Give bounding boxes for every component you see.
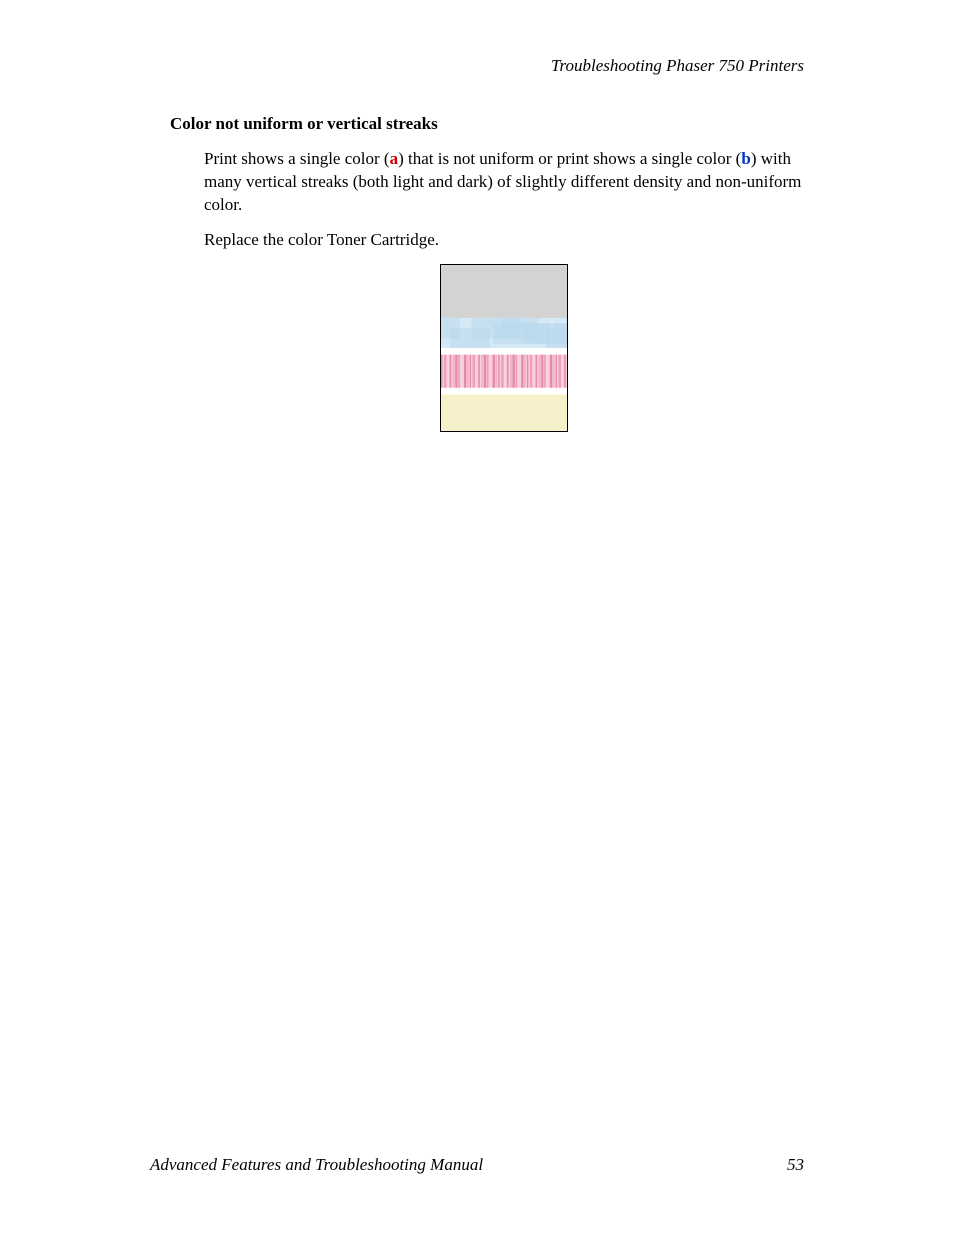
footer-manual-title: Advanced Features and Troubleshooting Ma… xyxy=(150,1155,483,1175)
section-body: Print shows a single color (a) that is n… xyxy=(170,148,804,432)
footer-page-number: 53 xyxy=(787,1155,804,1175)
page-footer: Advanced Features and Troubleshooting Ma… xyxy=(150,1155,804,1175)
reference-b: b xyxy=(741,149,750,168)
para1-mid: ) that is not uniform or print shows a s… xyxy=(398,149,741,168)
document-page: Troubleshooting Phaser 750 Printers Colo… xyxy=(0,0,954,1235)
paragraph-2: Replace the color Toner Cartridge. xyxy=(204,229,804,252)
paragraph-1: Print shows a single color (a) that is n… xyxy=(204,148,804,217)
para1-pre: Print shows a single color ( xyxy=(204,149,390,168)
print-sample-figure xyxy=(440,264,568,432)
figure-container xyxy=(204,264,804,432)
section-title: Color not uniform or vertical streaks xyxy=(170,114,804,134)
reference-a: a xyxy=(390,149,399,168)
running-header: Troubleshooting Phaser 750 Printers xyxy=(170,56,804,76)
